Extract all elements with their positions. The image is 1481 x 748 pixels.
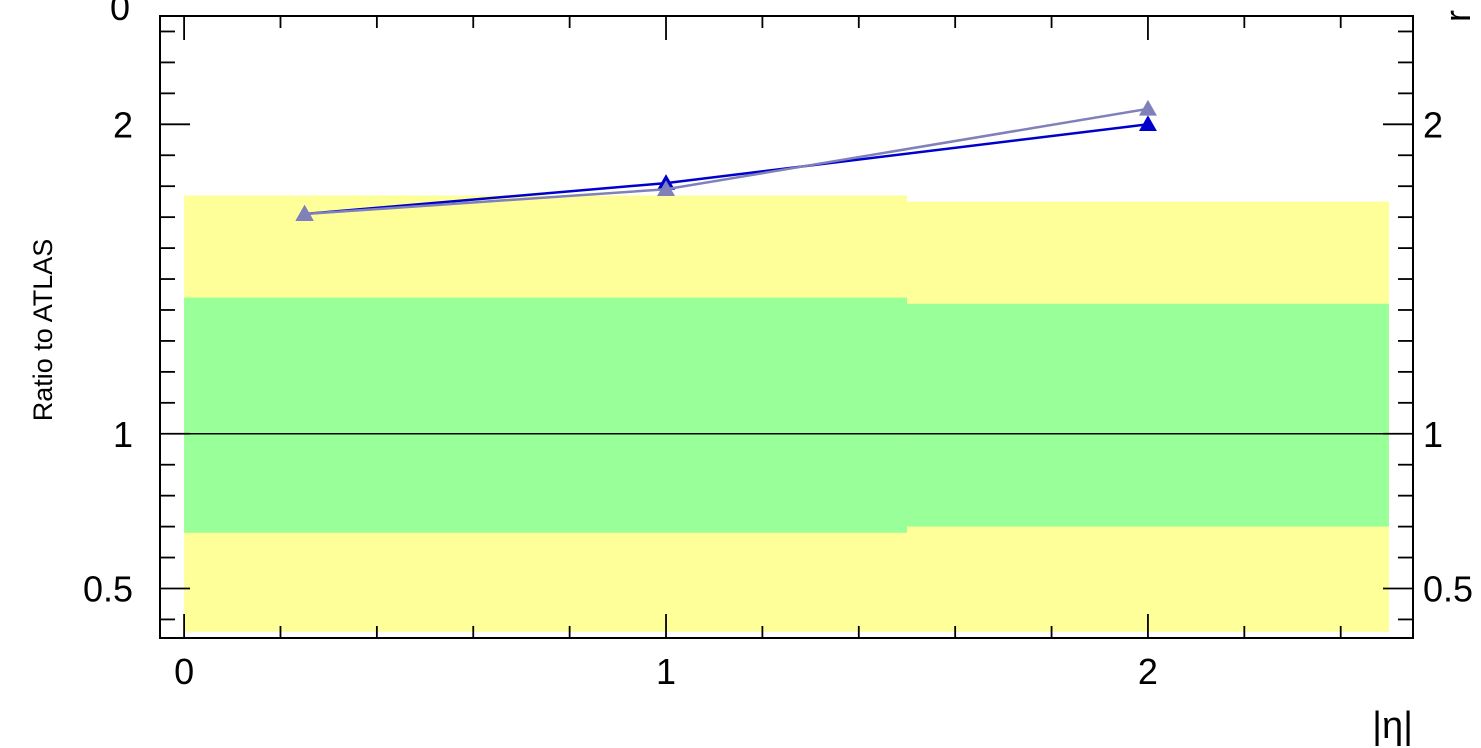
y-tick-label-right-0: 0.5 [1423, 568, 1473, 609]
plot-frame [159, 15, 1414, 639]
partial-right-label: r [1437, 10, 1478, 22]
uncertainty-bands [184, 195, 1389, 632]
y-axis-title: Ratio to ATLAS [28, 239, 58, 422]
tick-labels: 0 1 2 0.5 0.5 1 1 2 2 [83, 104, 1473, 692]
series-1-point-0 [295, 205, 314, 221]
partial-top-label: 0 [110, 0, 130, 28]
series-0-point-2 [1138, 115, 1157, 132]
x-axis-title: |η| [1372, 705, 1413, 747]
y-tick-label-right-1: 1 [1423, 414, 1443, 455]
y-tick-label-left-2: 2 [113, 104, 133, 145]
y-tick-label-right-2: 2 [1423, 104, 1443, 145]
axis-ticks [160, 16, 1413, 638]
x-tick-label-0: 0 [174, 651, 194, 692]
x-tick-label-2: 2 [1138, 651, 1158, 692]
x-tick-label-1: 1 [656, 651, 676, 692]
band-inner-bin-1 [906, 303, 1389, 527]
data-series [295, 99, 1157, 221]
series-1-point-2 [1138, 99, 1157, 116]
y-tick-label-left-1: 1 [113, 414, 133, 455]
y-tick-label-left-0: 0.5 [83, 568, 133, 609]
series-1-point-1 [657, 180, 676, 197]
band-inner-bin-0 [184, 297, 907, 533]
